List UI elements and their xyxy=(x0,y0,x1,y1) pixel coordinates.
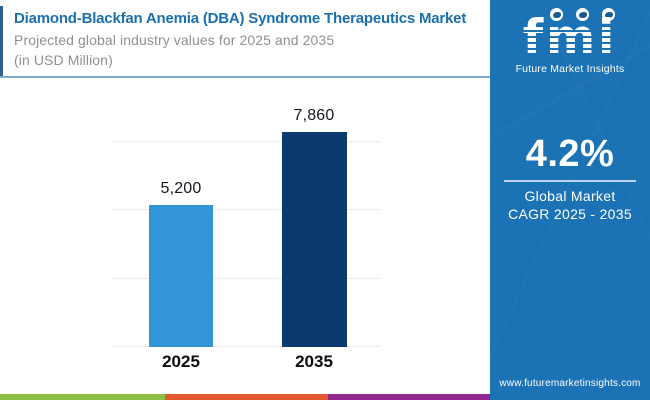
logo-stripe xyxy=(518,36,622,38)
footer-stripe-green xyxy=(0,394,165,400)
gridline xyxy=(113,346,380,347)
gridline xyxy=(113,141,380,142)
fmi-logo: fmi Future Market Insights xyxy=(490,6,650,75)
cagr-range-label: CAGR 2025 - 2035 xyxy=(508,206,632,222)
logo-stripe xyxy=(518,42,622,44)
website-url: www.futuremarketinsights.com xyxy=(499,378,641,389)
page-subtitle: Projected global industry values for 202… xyxy=(14,32,335,48)
globe-icon xyxy=(575,7,590,22)
page-subtitle-unit: (in USD Million) xyxy=(14,52,113,68)
logo-tagline: Future Market Insights xyxy=(515,63,625,75)
gridline xyxy=(113,209,380,210)
x-axis-label-2035: 2035 xyxy=(295,352,333,371)
globe-icon xyxy=(549,7,564,22)
logo-stripe xyxy=(518,30,622,32)
page-title: Diamond-Blackfan Anemia (DBA) Syndrome T… xyxy=(14,10,467,27)
left-accent-bar xyxy=(0,6,3,77)
bar-value-2025: 5,200 xyxy=(160,180,202,197)
header-divider xyxy=(0,76,490,78)
bar-chart: 5,200 7,860 xyxy=(0,85,490,347)
footer-stripe-orange xyxy=(165,394,328,400)
cagr-value: 4.2% xyxy=(525,133,615,175)
footer-stripe-purple xyxy=(328,394,490,400)
brand-panel: fmi Future Market Insights 4.2% Global M… xyxy=(490,0,650,400)
x-axis-label-2025: 2025 xyxy=(162,352,200,371)
logo-stripe xyxy=(518,48,622,50)
logo-stripe xyxy=(518,54,622,56)
logo-globe-icons xyxy=(490,7,650,24)
gridline xyxy=(113,278,380,279)
cagr-divider xyxy=(504,180,636,182)
bar-2025 xyxy=(149,205,213,347)
cagr-label: Global Market xyxy=(524,188,616,204)
bar-2035 xyxy=(282,132,347,347)
bar-value-2035: 7,860 xyxy=(293,107,335,124)
globe-icon xyxy=(601,7,616,22)
